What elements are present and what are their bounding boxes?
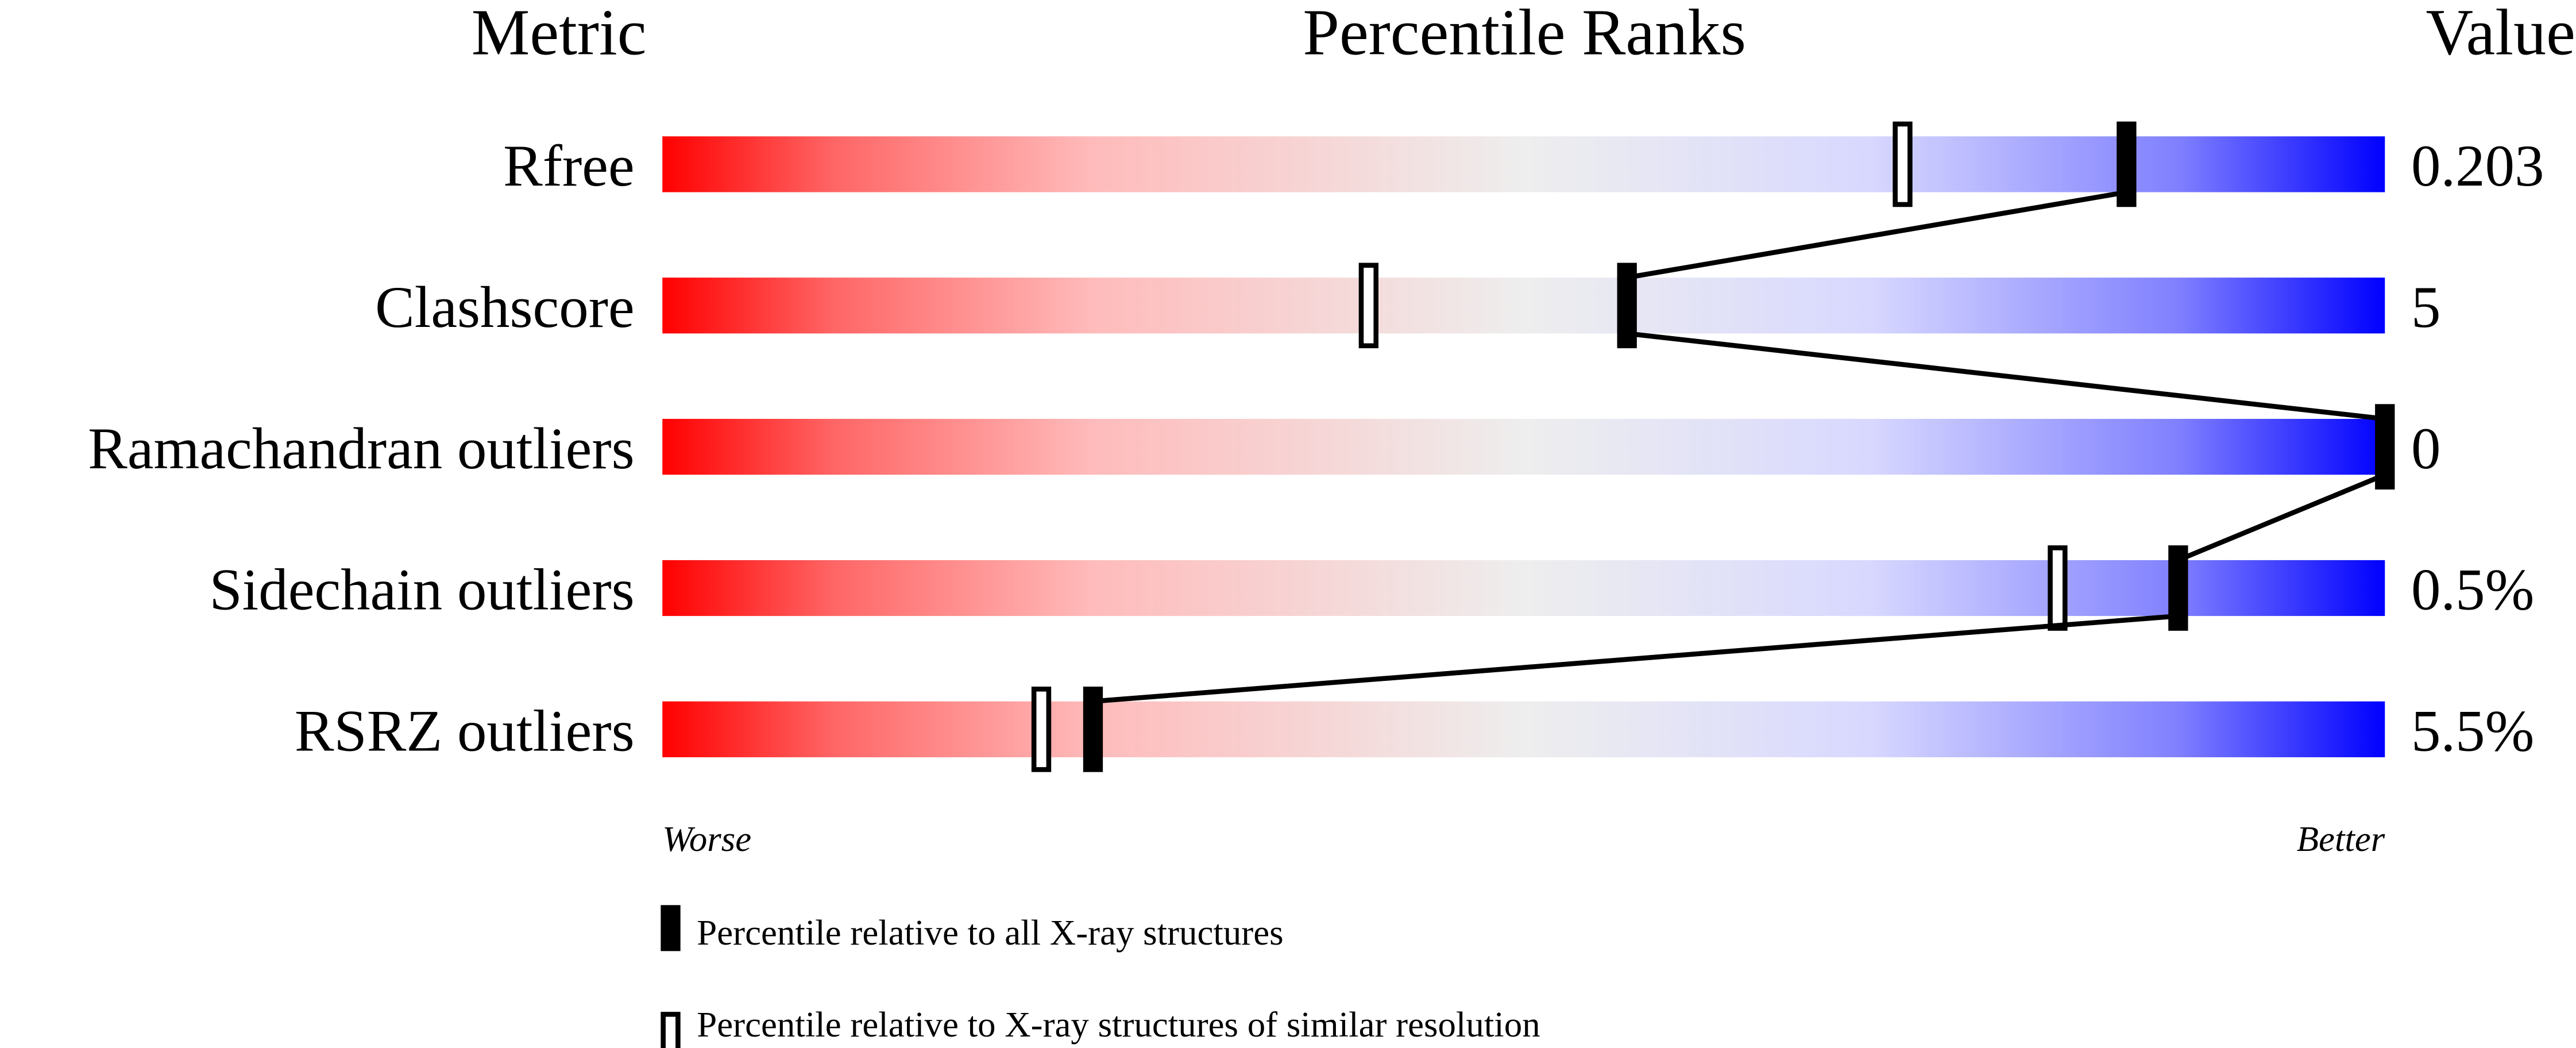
all-structures-marker [1617,263,1637,349]
all-structures-marker [2117,121,2137,207]
header-metric: Metric [472,0,647,68]
all-structures-marker [2168,545,2188,631]
metric-label: Clashscore [375,275,635,340]
percentile-bar [662,419,2385,475]
legend-filled-marker [661,905,681,951]
all-structures-marker [2375,404,2395,490]
value-label: 5 [2411,275,2440,340]
worse-label: Worse [662,819,751,859]
all-structures-marker [1083,687,1103,772]
percentile-bar [662,560,2385,617]
value-label: 0.5% [2411,557,2534,623]
value-label: 0 [2411,416,2440,481]
percentile-bar [662,136,2385,192]
similar-resolution-marker [1358,263,1378,349]
similar-resolution-marker [1031,687,1052,772]
legend-all: Percentile relative to all X-ray structu… [697,912,1283,953]
similar-resolution-marker [1893,121,1913,207]
similar-resolution-marker [2048,545,2068,631]
metric-label: Ramachandran outliers [88,416,635,481]
percentile-bar [662,278,2385,334]
legend-open-marker [661,1012,681,1048]
legend-similar: Percentile relative to X-ray structures … [697,1004,1540,1045]
percentile-bar [662,701,2385,757]
metric-label: Sidechain outliers [209,557,634,623]
metric-label: RSRZ outliers [295,699,635,764]
header-percentile-ranks: Percentile Ranks [1303,0,1746,68]
value-label: 5.5% [2411,699,2534,764]
better-label: Better [2297,819,2385,859]
metric-label: Rfree [503,133,635,199]
value-label: 0.203 [2411,133,2544,199]
header-value: Value [2426,0,2575,68]
